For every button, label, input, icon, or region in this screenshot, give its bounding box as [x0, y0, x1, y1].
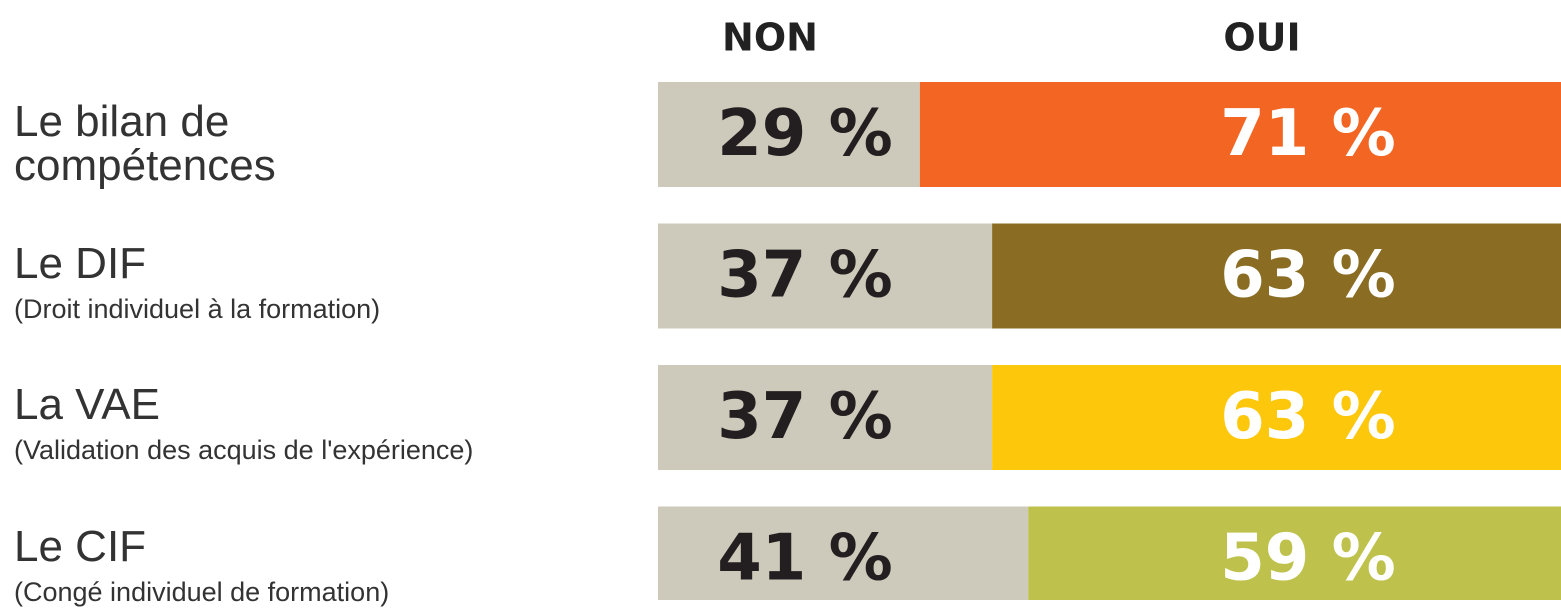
category-subtitle: (Congé individuel de formation)	[14, 575, 389, 609]
category-subtitle: (Validation des acquis de l'expérience)	[14, 433, 473, 467]
category-name: Le CIF	[14, 525, 239, 569]
category-name: Le bilan de compétences	[14, 100, 239, 188]
value-label: 41 %	[717, 522, 892, 596]
category-label: Le bilan de compétences	[14, 100, 239, 188]
value-label: 37 %	[717, 239, 892, 313]
value-label: 71 %	[1220, 97, 1395, 171]
category-name: Le DIF	[14, 242, 239, 286]
value-label: 63 %	[1220, 380, 1395, 454]
category-subtitle: (Droit individuel à la formation)	[14, 292, 380, 326]
series-header: OUI	[1223, 16, 1300, 60]
value-label: 37 %	[717, 380, 892, 454]
category-label: La VAE (Validation des acquis de l'expéri…	[14, 383, 473, 467]
page: NON OUI 29 % 71 % 37 % 63 % 37 % 63 % 41 % 59 % (…	[0, 0, 1561, 600]
category-name: La VAE	[14, 383, 239, 427]
value-label: 29 %	[717, 97, 892, 171]
value-label: 63 %	[1220, 239, 1395, 313]
series-header: NON	[722, 16, 818, 60]
value-label: 59 %	[1220, 522, 1395, 596]
category-label: Le DIF (Droit individuel à la formation)	[14, 242, 380, 326]
category-label: Le CIF (Congé individuel de formation)	[14, 525, 389, 609]
